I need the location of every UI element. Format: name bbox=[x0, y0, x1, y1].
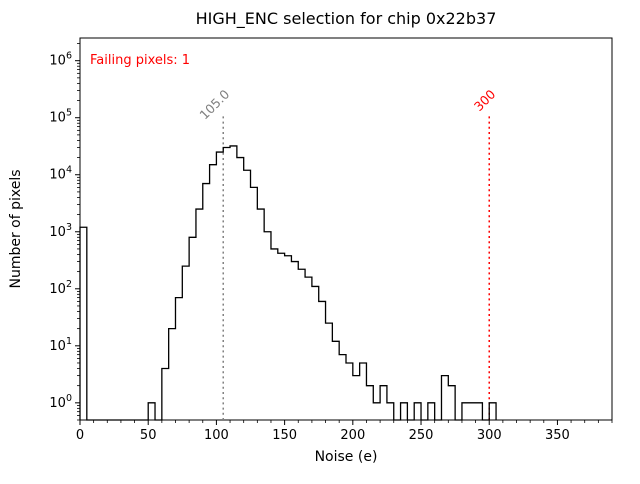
x-tick-label: 0 bbox=[76, 428, 84, 443]
failing-pixels-annotation: Failing pixels: 1 bbox=[90, 53, 190, 68]
x-tick-label: 350 bbox=[545, 428, 570, 443]
threshold-label: 300 bbox=[471, 86, 499, 114]
histogram-step-line bbox=[79, 145, 497, 421]
y-tick-label: 105 bbox=[49, 108, 72, 126]
y-tick-label: 100 bbox=[49, 393, 72, 411]
x-axis-label: Noise (e) bbox=[315, 449, 378, 465]
y-tick-label: 103 bbox=[49, 222, 72, 240]
y-tick-label: 106 bbox=[49, 51, 72, 69]
x-tick-label: 300 bbox=[477, 428, 502, 443]
chart-title: HIGH_ENC selection for chip 0x22b37 bbox=[196, 9, 497, 29]
x-tick-label: 150 bbox=[272, 428, 297, 443]
x-tick-label: 50 bbox=[140, 428, 157, 443]
x-tick-label: 250 bbox=[409, 428, 434, 443]
plot-area: 0 50 100 150 200 250 300 350 100 101 102 103 104 105 1… bbox=[49, 37, 613, 443]
y-tick-label: 101 bbox=[49, 336, 72, 354]
threshold-label: 105.0 bbox=[196, 86, 232, 122]
y-tick-label: 104 bbox=[49, 165, 72, 183]
x-tick-label: 200 bbox=[340, 428, 365, 443]
y-tick-label: 102 bbox=[49, 279, 72, 297]
y-axis-label: Number of pixels bbox=[8, 169, 24, 288]
x-tick-label: 100 bbox=[204, 428, 229, 443]
